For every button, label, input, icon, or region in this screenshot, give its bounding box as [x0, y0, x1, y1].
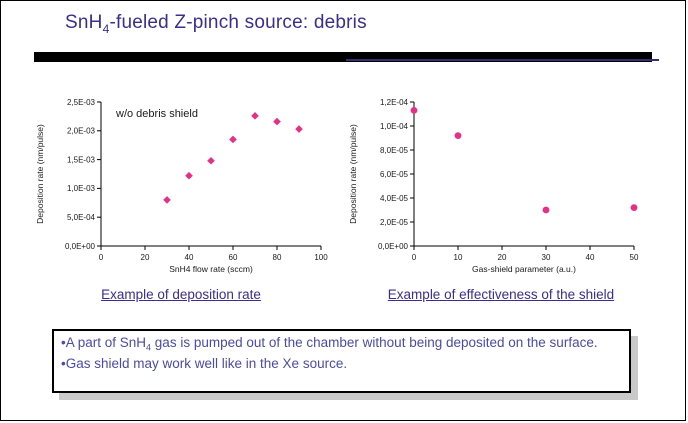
svg-text:0: 0 [412, 253, 417, 262]
slide-title: SnH4-fueled Z-pinch source: debris [65, 12, 367, 36]
svg-text:10: 10 [454, 253, 463, 262]
svg-text:SnH4 flow rate (sccm): SnH4 flow rate (sccm) [169, 264, 253, 274]
svg-text:40: 40 [586, 253, 595, 262]
svg-text:5,0E-04: 5,0E-04 [67, 213, 96, 222]
svg-text:Gas-shield parameter (a.u.): Gas-shield parameter (a.u.) [472, 264, 576, 274]
svg-text:6,0E-05: 6,0E-05 [380, 170, 409, 179]
summary-note-box: •A part of SnH4 gas is pumped out of the… [52, 329, 631, 393]
svg-text:1,5E-03: 1,5E-03 [67, 155, 96, 164]
right-chart-caption: Example of effectiveness of the shield [387, 287, 615, 302]
header-divider-accent-line [346, 59, 659, 61]
svg-text:1,0E-04: 1,0E-04 [380, 122, 409, 131]
deposition-rate-chart: 0,0E+00 5,0E-04 1,0E-03 1,5E-03 2,0E-03 2,5E-… [35, 98, 328, 274]
svg-text:40: 40 [185, 253, 194, 262]
svg-text:0,0E+00: 0,0E+00 [378, 242, 409, 251]
note-line-1-pre: •A part of SnH [61, 335, 147, 350]
slide-title-post: -fueled Z-pinch source: debris [109, 12, 367, 33]
slide-title-pre: SnH [65, 12, 103, 33]
note-line-1: •A part of SnH4 gas is pumped out of the… [61, 334, 622, 355]
svg-text:2,0E-05: 2,0E-05 [380, 218, 409, 227]
svg-text:8,0E-05: 8,0E-05 [380, 146, 409, 155]
header-divider-bar [34, 52, 652, 62]
svg-text:50: 50 [630, 253, 639, 262]
svg-text:Deposition rate (nm/pulse): Deposition rate (nm/pulse) [348, 124, 358, 224]
svg-text:60: 60 [229, 253, 238, 262]
svg-text:1,0E-03: 1,0E-03 [67, 184, 96, 193]
svg-text:Deposition rate (nm/pulse): Deposition rate (nm/pulse) [35, 124, 45, 224]
svg-text:20: 20 [141, 253, 150, 262]
svg-text:1,2E-04: 1,2E-04 [380, 98, 409, 107]
svg-text:w/o debris shield: w/o debris shield [115, 108, 198, 120]
svg-text:2,5E-03: 2,5E-03 [67, 98, 96, 107]
svg-text:0,0E+00: 0,0E+00 [65, 242, 96, 251]
slide-title-subscript: 4 [102, 21, 110, 36]
note-line-1-subscript: 4 [146, 342, 152, 353]
svg-text:80: 80 [273, 253, 282, 262]
shield-effectiveness-chart: 0,0E+00 2,0E-05 4,0E-05 6,0E-05 8,0E-05 1,0E-… [348, 98, 639, 274]
note-line-2: •Gas shield may work well like in the Xe… [61, 355, 348, 371]
svg-text:0: 0 [99, 253, 104, 262]
svg-text:20: 20 [498, 253, 507, 262]
svg-text:4,0E-05: 4,0E-05 [380, 194, 409, 203]
note-line-1-post: gas is pumped out of the chamber without… [151, 335, 598, 350]
left-chart-caption: Example of deposition rate [101, 287, 261, 302]
svg-text:30: 30 [542, 253, 551, 262]
svg-text:2,0E-03: 2,0E-03 [67, 127, 96, 136]
svg-text:100: 100 [314, 253, 328, 262]
